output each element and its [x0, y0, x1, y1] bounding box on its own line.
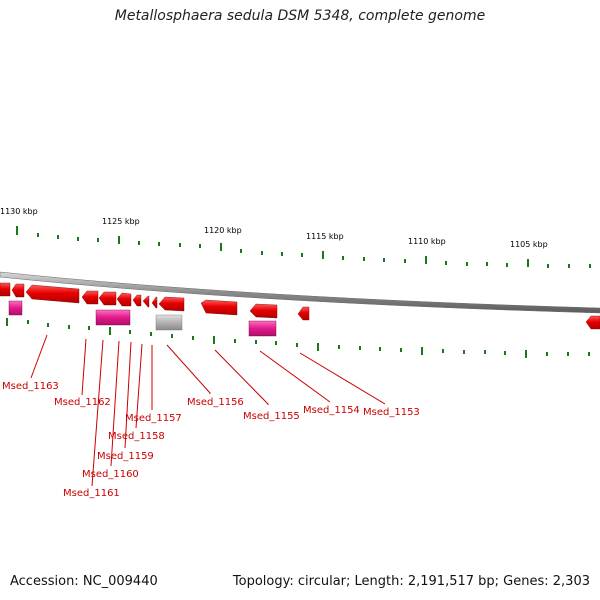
scale-label-1110: 1110 kbp [408, 237, 446, 246]
label-leaders [30, 334, 386, 487]
genome-summary-text: Topology: circular; Length: 2,191,517 bp… [232, 574, 590, 589]
gene-label-msed-1155[interactable]: Msed_1155 [243, 411, 300, 422]
bottom-scale-ticks [6, 318, 590, 358]
gene-arrow[interactable] [249, 303, 278, 319]
scale-label-1105: 1105 kbp [510, 240, 548, 249]
gene-arrow[interactable] [151, 296, 158, 309]
gene-label-msed-1160[interactable]: Msed_1160 [82, 469, 139, 480]
scale-label-1115: 1115 kbp [306, 232, 344, 241]
gene-label-msed-1159[interactable]: Msed_1159 [97, 451, 154, 462]
gene-labels: Msed_1163 Msed_1162 Msed_1161 Msed_1160 … [2, 381, 420, 499]
top-scale-ticks [16, 226, 591, 268]
genome-backbone [0, 271, 600, 314]
pseudo-gene-box[interactable] [155, 314, 183, 331]
gene-arrow[interactable] [0, 282, 11, 297]
accession-text: Accession: NC_009440 [10, 574, 158, 589]
rna-gene-box[interactable] [95, 309, 131, 326]
scale-label-1125: 1125 kbp [102, 217, 140, 226]
gene-arrow[interactable] [585, 315, 600, 330]
gene-track-upper [0, 282, 600, 330]
gene-label-msed-1158[interactable]: Msed_1158 [108, 431, 165, 442]
genome-title: Metallosphaera sedula DSM 5348, complete… [114, 8, 486, 24]
gene-label-msed-1163[interactable]: Msed_1163 [2, 381, 59, 392]
gene-label-msed-1161[interactable]: Msed_1161 [63, 488, 120, 499]
gene-arrow[interactable] [200, 299, 238, 316]
rna-gene-box[interactable] [248, 320, 277, 337]
scale-labels: 1130 kbp 1125 kbp 1120 kbp 1115 kbp 1110… [0, 207, 548, 249]
gene-label-msed-1154[interactable]: Msed_1154 [303, 405, 360, 416]
gene-arrow[interactable] [11, 283, 25, 298]
gene-label-msed-1157[interactable]: Msed_1157 [125, 413, 182, 424]
gene-label-msed-1162[interactable]: Msed_1162 [54, 397, 111, 408]
gene-arrow[interactable] [98, 291, 117, 306]
gene-arrow[interactable] [116, 292, 132, 307]
gene-arrow[interactable] [142, 295, 150, 308]
gene-arrow[interactable] [81, 290, 99, 305]
gene-track-lower [8, 300, 277, 337]
scale-label-1120: 1120 kbp [204, 226, 242, 235]
gene-label-msed-1153[interactable]: Msed_1153 [363, 407, 420, 418]
gene-label-msed-1156[interactable]: Msed_1156 [187, 397, 244, 408]
gene-arrow[interactable] [297, 306, 310, 321]
gene-arrow[interactable] [25, 284, 80, 304]
gene-arrow[interactable] [158, 296, 185, 312]
rna-gene-box[interactable] [8, 300, 23, 316]
scale-label-1130: 1130 kbp [0, 207, 38, 216]
gene-arrow[interactable] [132, 294, 142, 307]
